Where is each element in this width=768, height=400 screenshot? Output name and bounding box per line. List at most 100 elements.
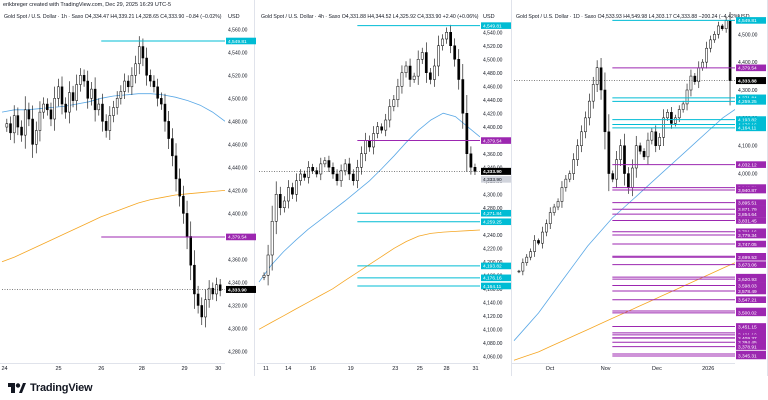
credit-line: erikbreger created with TradingView.com,…: [3, 2, 172, 8]
candle-body: [171, 138, 174, 157]
level-label-bg: [481, 137, 511, 144]
candle-body: [339, 170, 343, 181]
level-label-bg: [736, 338, 766, 346]
level-label-bg: [736, 98, 766, 105]
x-tick-label: 28: [443, 366, 449, 372]
y-tick-label: 4,540.00: [228, 50, 248, 56]
y-tick-label: 4,480.00: [228, 119, 248, 125]
level-label-bg: [481, 262, 511, 270]
y-tick-label: 4,520.00: [228, 73, 248, 79]
currency-label: USD: [483, 14, 495, 20]
y-tick-label: 4,000.00: [738, 172, 758, 178]
chart-panel-4h: Gold Spot / U.S. Dollar · 4h · Saxo O4,3…: [257, 0, 512, 376]
level-label-bg: [736, 199, 766, 206]
y-tick-label: 4,440.00: [228, 165, 248, 171]
candle-body: [167, 121, 170, 139]
level-label: 3,500.02: [738, 311, 757, 317]
level-label-bg: [226, 233, 256, 241]
x-tick-label: 29: [181, 366, 187, 372]
candle-body: [396, 86, 400, 100]
candle-body: [541, 231, 544, 244]
x-tick-label: 19: [348, 366, 354, 372]
plot-area: [513, 12, 735, 361]
level-label: 3,578.49: [738, 289, 757, 295]
candle-body: [689, 75, 693, 91]
candle-body: [437, 45, 440, 67]
level-label: 4,379.54: [483, 138, 502, 144]
candle-body: [178, 178, 181, 197]
candle-body: [537, 240, 540, 244]
candle-body: [218, 284, 222, 291]
logo-text: TradingView: [30, 382, 93, 394]
y-tick-label: 4,300.00: [738, 88, 758, 94]
candle-body: [681, 103, 685, 110]
candle-body: [544, 223, 548, 233]
candle-body: [9, 123, 12, 134]
candle-body: [307, 167, 311, 178]
level-label-bg: [736, 282, 766, 289]
candle-body: [416, 59, 420, 77]
y-tick-label: 4,240.00: [483, 233, 503, 239]
level-label-bg: [736, 296, 766, 304]
level-label: 4,176.16: [483, 276, 502, 282]
x-tick-label: 30: [215, 366, 221, 372]
level-label: 3,409.37: [738, 336, 757, 342]
x-tick-label: 14: [285, 366, 291, 372]
level-label-bg: [481, 218, 511, 226]
x-tick-label: 31: [472, 366, 478, 372]
level-label: 4,379.54: [228, 235, 247, 241]
x-tick-label: 2026: [702, 366, 714, 372]
chart-title: Gold Spot / U.S. Dollar · 4h · Saxo O4,3…: [261, 14, 479, 20]
y-tick-label: 4,460.00: [483, 84, 503, 90]
candle-body: [137, 46, 141, 65]
candle-body: [174, 155, 178, 180]
candle-body: [560, 187, 564, 202]
level-label-bg: [736, 116, 766, 123]
x-tick-label: 24: [1, 366, 7, 372]
candle-body: [295, 180, 298, 195]
candle-body: [20, 126, 23, 136]
candle-body: [603, 89, 607, 133]
candle-body: [5, 123, 9, 128]
candle-body: [595, 67, 599, 85]
candle-body: [196, 293, 200, 306]
candle-body: [615, 159, 619, 180]
level-label: 3,895.51: [738, 200, 757, 206]
level-label-bg: [736, 309, 766, 317]
candle-body: [101, 103, 104, 122]
currency-label: USD: [738, 14, 750, 20]
candle-body: [400, 72, 404, 87]
level-label-bg: [736, 275, 766, 283]
candle-body: [149, 75, 152, 82]
level-label: 4,193.82: [738, 117, 757, 123]
tradingview-logo[interactable]: TradingView: [8, 380, 93, 396]
level-label: 3,779.34: [738, 233, 757, 239]
candle-body: [160, 98, 163, 105]
level-label-bg: [736, 261, 766, 268]
candle-body: [79, 75, 82, 85]
candle-body: [568, 173, 572, 180]
candle-body: [587, 100, 591, 119]
x-tick-label: Dec: [652, 366, 662, 372]
candle-body: [123, 80, 126, 92]
level-label-bg: [736, 121, 766, 128]
candle-body: [713, 34, 716, 41]
candle-body: [701, 61, 705, 68]
y-tick-label: 4,400.00: [483, 125, 503, 131]
candle-body: [331, 167, 335, 175]
candle-body: [634, 145, 638, 169]
candle-body: [677, 109, 681, 119]
candle-body: [630, 167, 634, 188]
level-label: 4,549.81: [738, 18, 757, 24]
ma-line: [1, 190, 225, 263]
candle-body: [420, 52, 424, 60]
plot-area: [1, 36, 225, 328]
candle-body: [465, 113, 469, 154]
candle-body: [16, 115, 20, 128]
candle-body: [728, 20, 732, 81]
level-label-bg: [736, 124, 766, 132]
y-tick-label: 4,420.00: [228, 188, 248, 194]
extra-label-bg: [481, 176, 511, 183]
level-label: 4,193.82: [483, 264, 502, 270]
candle-body: [126, 80, 130, 88]
